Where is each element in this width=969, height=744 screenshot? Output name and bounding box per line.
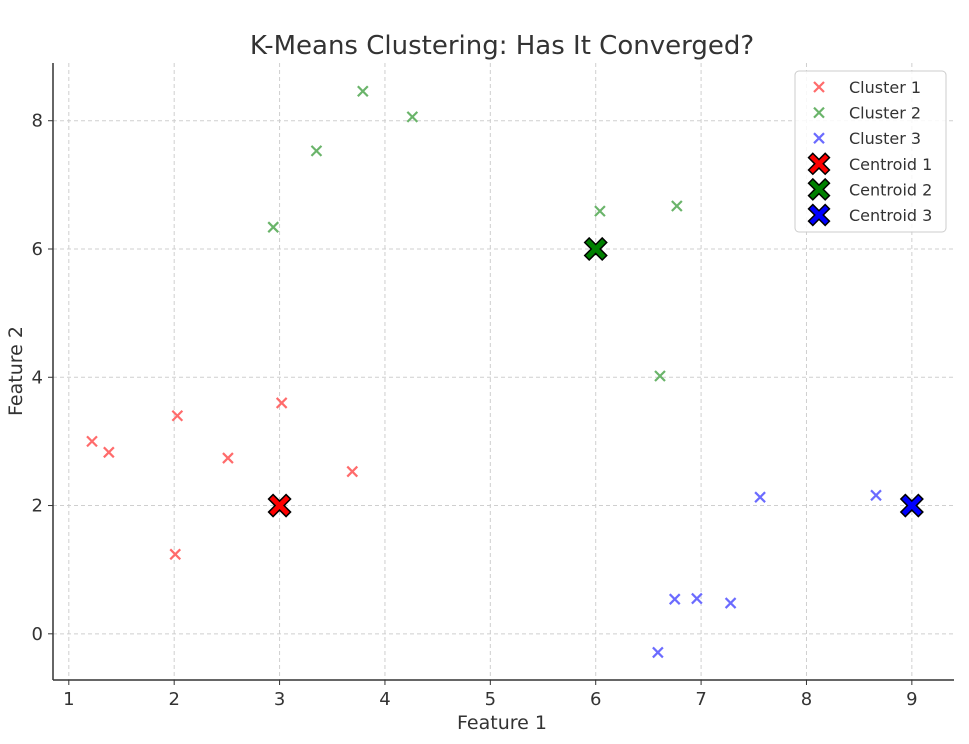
data-point: [103, 446, 115, 459]
x-tick-label: 1: [63, 689, 74, 710]
y-tick-label: 0: [32, 624, 43, 645]
x-tick-label: 8: [801, 689, 812, 710]
x-tick-label: 9: [906, 689, 917, 710]
data-point: [691, 592, 703, 605]
y-tick-label: 8: [32, 111, 43, 132]
data-point: [654, 370, 666, 382]
data-point: [346, 465, 359, 478]
y-tick-label: 6: [32, 239, 43, 260]
data-point: [357, 85, 369, 97]
data-point: [86, 435, 98, 448]
ticks: 1 2 3 4 5 6 7 8 9 0 2 4 6 8: [32, 111, 918, 710]
x-tick-label: 4: [379, 689, 390, 710]
y-tick-label: 4: [32, 367, 43, 388]
data-point: [594, 205, 606, 217]
data-point: [310, 145, 323, 157]
data-point: [870, 489, 882, 502]
data-point: [267, 221, 280, 233]
data-point: [724, 597, 737, 609]
x-tick-label: 6: [590, 689, 601, 710]
x-tick-label: 3: [274, 689, 285, 710]
x-axis-label: Feature 1: [457, 712, 547, 734]
data-point: [671, 200, 683, 212]
x-tick-label: 2: [168, 689, 179, 710]
grid: [53, 63, 954, 680]
legend: Cluster 1 Cluster 2 Cluster 3 Centroid 1 Cen…: [794, 70, 947, 233]
centroid-marker: [899, 493, 924, 518]
legend-label: Centroid 3: [849, 206, 932, 225]
data-point: [275, 397, 288, 409]
chart-title: K-Means Clustering: Has It Converged?: [250, 31, 754, 61]
data-point: [754, 491, 766, 503]
legend-label: Cluster 3: [849, 129, 921, 148]
y-tick-label: 2: [32, 496, 43, 517]
data-point: [406, 111, 419, 123]
data-point: [171, 409, 184, 422]
legend-marker: [807, 152, 831, 176]
legend-box: [794, 70, 947, 233]
legend-marker: [807, 203, 831, 227]
y-axis-label: Feature 2: [5, 326, 27, 416]
legend-marker: [813, 132, 825, 144]
data-point: [652, 646, 664, 659]
legend-label: Centroid 2: [849, 180, 932, 199]
legend-label: Centroid 1: [849, 155, 932, 174]
x-tick-label: 5: [485, 689, 496, 710]
centroid-marker: [267, 493, 292, 518]
centroid-marker: [583, 236, 608, 262]
legend-marker: [813, 81, 825, 93]
x-tick-label: 7: [695, 689, 706, 710]
legend-label: Cluster 2: [849, 104, 921, 123]
legend-marker: [807, 177, 831, 201]
axes: [52, 63, 954, 681]
data-point: [222, 452, 234, 464]
data-points: [86, 85, 924, 659]
legend-label: Cluster 1: [849, 78, 921, 97]
legend-marker: [813, 106, 825, 119]
data-point: [668, 593, 681, 605]
data-point: [169, 548, 182, 561]
